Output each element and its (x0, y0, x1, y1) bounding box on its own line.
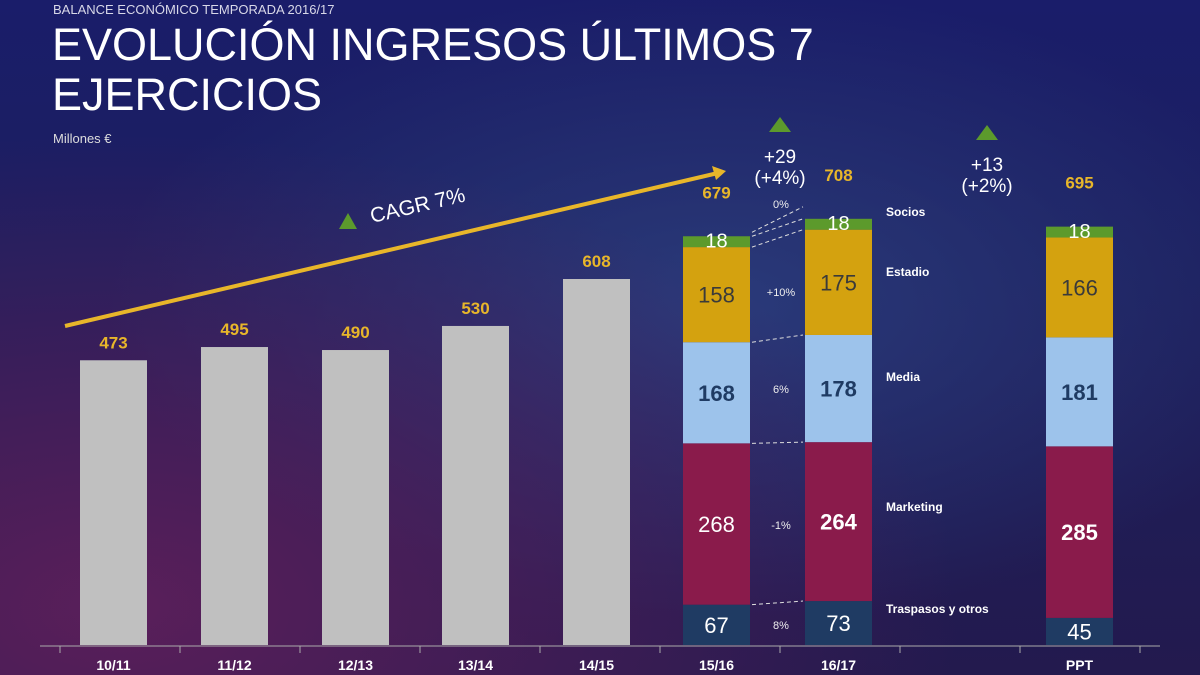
dashed-connector (751, 218, 804, 237)
segment-label: 45 (1067, 619, 1091, 644)
stack-segment-marketing (1046, 446, 1113, 618)
segment-change-label: 8% (773, 620, 789, 632)
stack-segment-socios (1046, 226, 1113, 238)
segment-change-label: 6% (773, 384, 789, 396)
segment-label: 264 (820, 510, 857, 535)
dashed-connector (751, 229, 804, 248)
segment-label: 175 (820, 270, 857, 295)
arrow-head-icon (712, 166, 726, 180)
dashed-connector (751, 600, 804, 606)
page-title: EVOLUCIÓN INGRESOS ÚLTIMOS 7 EJERCICIOS (52, 19, 814, 120)
segment-label: 268 (698, 512, 735, 537)
segment-label: 18 (705, 231, 727, 253)
delta-value: +29 (764, 147, 796, 168)
cagr-label: CAGR 7% (368, 184, 468, 228)
total-label: 530 (461, 299, 489, 318)
x-tick-label: 14/15 (579, 657, 614, 673)
segment-label: 18 (1068, 221, 1090, 243)
x-tick-label: 10/11 (96, 657, 130, 673)
total-label: 495 (220, 320, 248, 339)
delta-pct: (+4%) (754, 168, 805, 189)
segment-label: 18 (827, 213, 849, 235)
series-label: Traspasos y otros (886, 602, 989, 616)
segment-label: 178 (820, 377, 857, 402)
stack-segment-media (805, 334, 872, 443)
dashed-connector (751, 441, 804, 444)
bar (322, 350, 389, 645)
bar (563, 279, 630, 645)
stack-segment-socios (805, 218, 872, 230)
stack-segment-marketing (805, 442, 872, 602)
segment-label: 166 (1061, 275, 1098, 300)
up-triangle-icon (769, 117, 791, 132)
total-label: 679 (702, 183, 730, 202)
stack-segment-media (683, 342, 750, 444)
total-label: 490 (341, 323, 369, 342)
stack-segment-traspasos-y-otros (683, 604, 750, 645)
segment-label: 73 (826, 611, 850, 636)
segment-change-label: 0% (773, 199, 789, 211)
stack-segment-marketing (683, 443, 750, 605)
series-label: Socios (886, 205, 926, 219)
delta-pct: (+2%) (961, 176, 1012, 197)
stack-segment-estadio (805, 229, 872, 335)
segment-change-label: +10% (767, 287, 796, 299)
total-label: 695 (1065, 174, 1093, 193)
stack-segment-traspasos-y-otros (805, 601, 872, 645)
unit-label: Millones € (53, 131, 112, 146)
bar (442, 325, 509, 645)
segment-label: 181 (1061, 380, 1098, 405)
stack-segment-media (1046, 337, 1113, 447)
x-tick-label: 15/16 (699, 657, 734, 673)
x-tick-label: 11/12 (217, 657, 251, 673)
total-label: 608 (582, 252, 610, 271)
up-triangle-icon (976, 125, 998, 140)
stack-segment-traspasos-y-otros (1046, 617, 1113, 645)
series-label: Marketing (886, 500, 943, 514)
stack-segment-estadio (1046, 237, 1113, 338)
segment-label: 168 (698, 381, 735, 406)
x-tick-label: 12/13 (338, 657, 373, 673)
dashed-connector (751, 206, 804, 233)
series-label: Estadio (886, 265, 929, 279)
total-label: 473 (99, 333, 127, 352)
segment-change-label: -1% (771, 520, 791, 532)
up-triangle-icon (339, 213, 357, 229)
segment-label: 285 (1061, 520, 1098, 545)
x-tick-label: 16/17 (821, 657, 856, 673)
segment-label: 67 (704, 613, 728, 638)
cagr-arrow (64, 171, 719, 328)
delta-value: +13 (971, 155, 1003, 176)
total-label: 708 (824, 166, 852, 185)
series-label: Media (886, 370, 920, 384)
x-tick-label: PPT (1066, 657, 1094, 673)
supertitle: BALANCE ECONÓMICO TEMPORADA 2016/17 (53, 2, 335, 17)
bar (80, 360, 147, 645)
dashed-connector (751, 334, 804, 343)
bar (201, 347, 268, 645)
segment-label: 158 (698, 283, 735, 308)
x-tick-label: 13/14 (458, 657, 493, 673)
stack-segment-estadio (683, 247, 750, 343)
stack-segment-socios (683, 236, 750, 248)
